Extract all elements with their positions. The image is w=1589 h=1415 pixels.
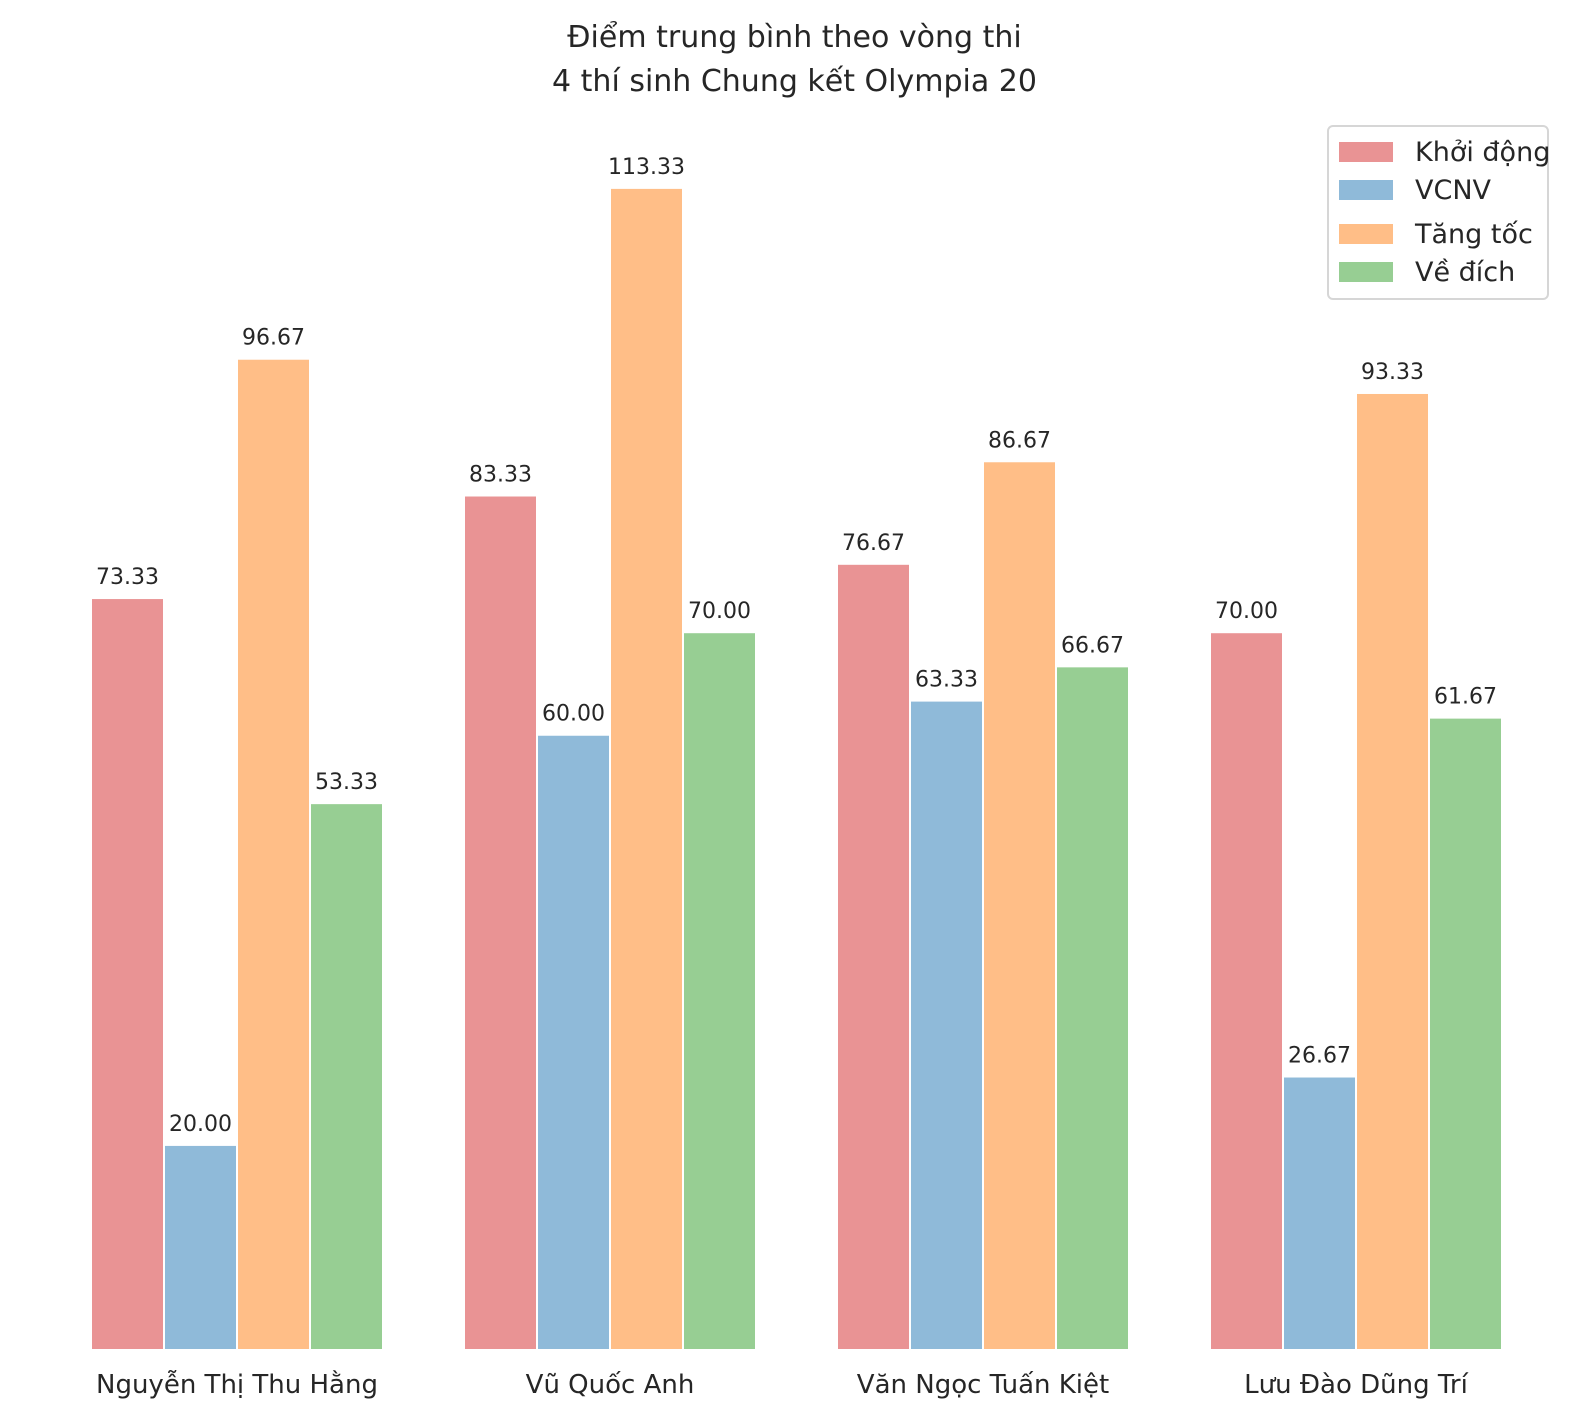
data-label-1-2: 20.00 xyxy=(169,1112,232,1137)
data-label-3-3: 86.67 xyxy=(988,428,1051,453)
data-label-2-3: 113.33 xyxy=(608,155,685,180)
bar-2-1 xyxy=(463,494,538,1351)
bar-4-2 xyxy=(1282,1075,1357,1352)
legend-item-4: Về đích xyxy=(1339,256,1516,288)
bar-4-1 xyxy=(1209,631,1284,1351)
legend-swatch-2 xyxy=(1339,180,1393,200)
data-label-3-4: 66.67 xyxy=(1061,633,1124,658)
x-tick-label-3: Văn Ngọc Tuấn Kiệt xyxy=(857,1370,1109,1400)
bar-3-4 xyxy=(1055,665,1130,1351)
data-label-4-4: 61.67 xyxy=(1434,685,1497,710)
data-label-2-1: 83.33 xyxy=(469,463,532,488)
data-label-2-2: 60.00 xyxy=(542,702,605,727)
legend-item-3: Tăng tốc xyxy=(1339,218,1533,250)
legend-swatch-1 xyxy=(1339,142,1393,162)
x-tick-label-4: Lưu Đào Dũng Trí xyxy=(1244,1370,1468,1400)
data-label-4-2: 26.67 xyxy=(1288,1044,1351,1069)
bar-1-2 xyxy=(163,1143,238,1352)
chart-subtitle: 4 thí sinh Chung kết Olympia 20 xyxy=(552,64,1037,99)
legend-label-4: Về đích xyxy=(1415,256,1516,288)
legend-swatch-3 xyxy=(1339,224,1393,244)
data-label-1-3: 96.67 xyxy=(242,326,305,351)
bar-4-3 xyxy=(1355,391,1430,1351)
x-tick-label-1: Nguyễn Thị Thu Hằng xyxy=(96,1369,378,1400)
bar-1-1 xyxy=(90,597,165,1351)
chart-title: Điểm trung bình theo vòng thi xyxy=(567,20,1022,55)
bar-1-4 xyxy=(309,802,384,1351)
data-label-4-3: 93.33 xyxy=(1361,360,1424,385)
data-label-1-4: 53.33 xyxy=(315,770,378,795)
data-label-3-1: 76.67 xyxy=(842,531,905,556)
bar-2-3 xyxy=(609,186,684,1351)
legend-swatch-4 xyxy=(1339,262,1393,282)
data-label-1-1: 73.33 xyxy=(96,565,159,590)
bar-3-2 xyxy=(909,699,984,1351)
x-tick-label-2: Vũ Quốc Anh xyxy=(526,1370,695,1400)
legend-item-2: VCNV xyxy=(1339,174,1491,206)
legend-label-1: Khởi động xyxy=(1415,136,1551,168)
bar-2-2 xyxy=(536,733,611,1351)
bar-3-1 xyxy=(836,562,911,1351)
data-label-3-2: 63.33 xyxy=(915,668,978,693)
bar-1-3 xyxy=(236,357,311,1351)
bar-4-4 xyxy=(1428,716,1503,1351)
data-label-4-1: 70.00 xyxy=(1215,599,1278,624)
data-label-2-4: 70.00 xyxy=(688,599,751,624)
legend-item-1: Khởi động xyxy=(1339,136,1551,168)
legend: Khởi động VCNV Tăng tốc Về đích xyxy=(1327,125,1551,300)
bar-3-3 xyxy=(982,460,1057,1351)
bar-2-4 xyxy=(682,631,757,1351)
legend-label-3: Tăng tốc xyxy=(1415,218,1533,250)
legend-label-2: VCNV xyxy=(1415,174,1491,206)
